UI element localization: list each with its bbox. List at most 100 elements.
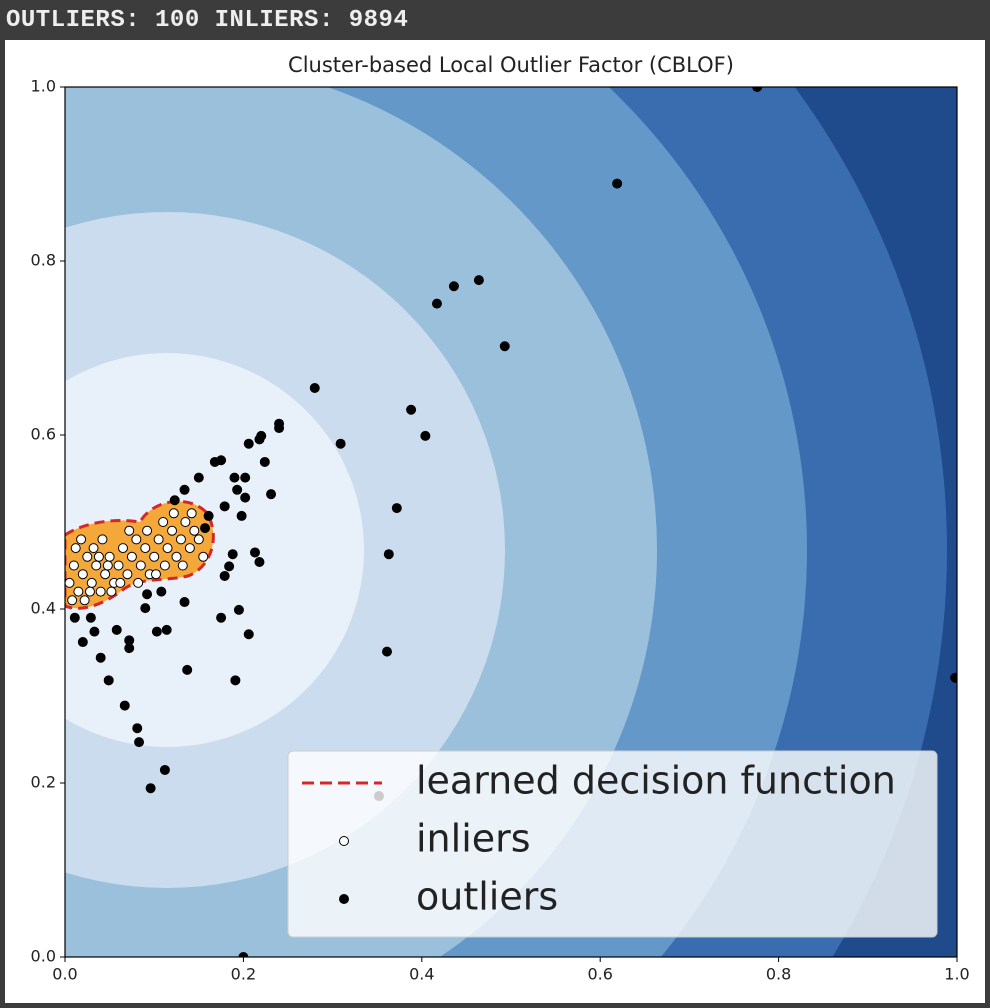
point	[150, 569, 161, 580]
point	[76, 534, 87, 545]
legend-label: inliers	[416, 817, 531, 861]
point	[230, 675, 241, 686]
point	[198, 551, 209, 562]
point	[140, 603, 151, 614]
legend-label: outliers	[416, 875, 558, 919]
point	[132, 723, 143, 734]
point	[124, 525, 135, 536]
point	[335, 438, 346, 449]
point	[126, 551, 137, 562]
point	[752, 87, 763, 92]
point	[97, 534, 108, 545]
point	[259, 456, 270, 467]
point	[227, 549, 238, 560]
point	[431, 298, 442, 309]
y-tick-label: 0.2	[31, 773, 56, 792]
point	[91, 560, 102, 571]
point	[103, 675, 114, 686]
contour-fill	[65, 87, 957, 957]
point	[203, 510, 214, 521]
point	[131, 534, 142, 545]
point	[106, 586, 117, 597]
point	[142, 589, 153, 600]
point	[209, 456, 220, 467]
x-tick-label: 1.0	[944, 965, 969, 984]
point	[149, 551, 160, 562]
point	[140, 543, 151, 554]
point	[274, 423, 285, 434]
point	[79, 595, 90, 606]
point	[113, 560, 124, 571]
point	[68, 560, 79, 571]
point	[182, 664, 193, 675]
point	[177, 560, 188, 571]
y-tick-label: 0.6	[31, 425, 56, 444]
point	[193, 534, 204, 545]
point	[382, 646, 393, 657]
x-tick-label: 0.8	[766, 965, 791, 984]
point	[254, 557, 265, 568]
point	[69, 612, 80, 623]
point	[406, 404, 417, 415]
point	[216, 612, 227, 623]
legend-box	[287, 750, 938, 938]
legend-marker	[339, 894, 349, 904]
point	[420, 430, 431, 441]
point	[102, 560, 113, 571]
point	[67, 595, 78, 606]
point	[383, 549, 394, 560]
point	[232, 484, 243, 495]
point	[171, 551, 182, 562]
legend-label: learned decision function	[416, 759, 896, 803]
point	[161, 624, 172, 635]
point	[133, 577, 144, 588]
point	[100, 569, 111, 580]
point	[104, 551, 115, 562]
point	[169, 495, 180, 506]
point	[119, 700, 130, 711]
contour-band	[65, 353, 364, 747]
point	[84, 586, 95, 597]
point	[145, 783, 156, 794]
point	[111, 624, 122, 635]
point	[179, 484, 190, 495]
point	[224, 561, 235, 572]
point	[156, 586, 167, 597]
point	[448, 281, 459, 292]
point	[162, 543, 173, 554]
point	[88, 543, 99, 554]
point	[168, 508, 179, 519]
point	[243, 629, 254, 640]
point	[153, 534, 164, 545]
point	[189, 525, 200, 536]
points	[65, 87, 957, 957]
point	[142, 525, 153, 536]
point	[240, 492, 251, 503]
point	[186, 508, 197, 519]
point	[175, 534, 186, 545]
point	[70, 543, 81, 554]
point	[236, 510, 247, 521]
point	[266, 489, 277, 500]
point	[219, 570, 230, 581]
point	[184, 543, 195, 554]
point	[473, 275, 484, 286]
point	[73, 586, 84, 597]
point	[238, 952, 249, 957]
point	[167, 525, 178, 536]
y-tick-label: 1.0	[31, 77, 56, 96]
y-tick-label: 0.4	[31, 599, 56, 618]
point	[243, 438, 254, 449]
point	[124, 635, 135, 646]
point	[65, 577, 75, 588]
point	[200, 523, 211, 534]
status-text: OUTLIERS: 100 INLIERS: 9894	[6, 7, 409, 34]
point	[93, 551, 104, 562]
point	[391, 503, 402, 514]
point	[82, 551, 93, 562]
y-tick-label: 0.0	[31, 947, 56, 966]
point	[115, 577, 126, 588]
x-tick-label: 0.2	[231, 965, 256, 984]
point	[134, 737, 145, 748]
